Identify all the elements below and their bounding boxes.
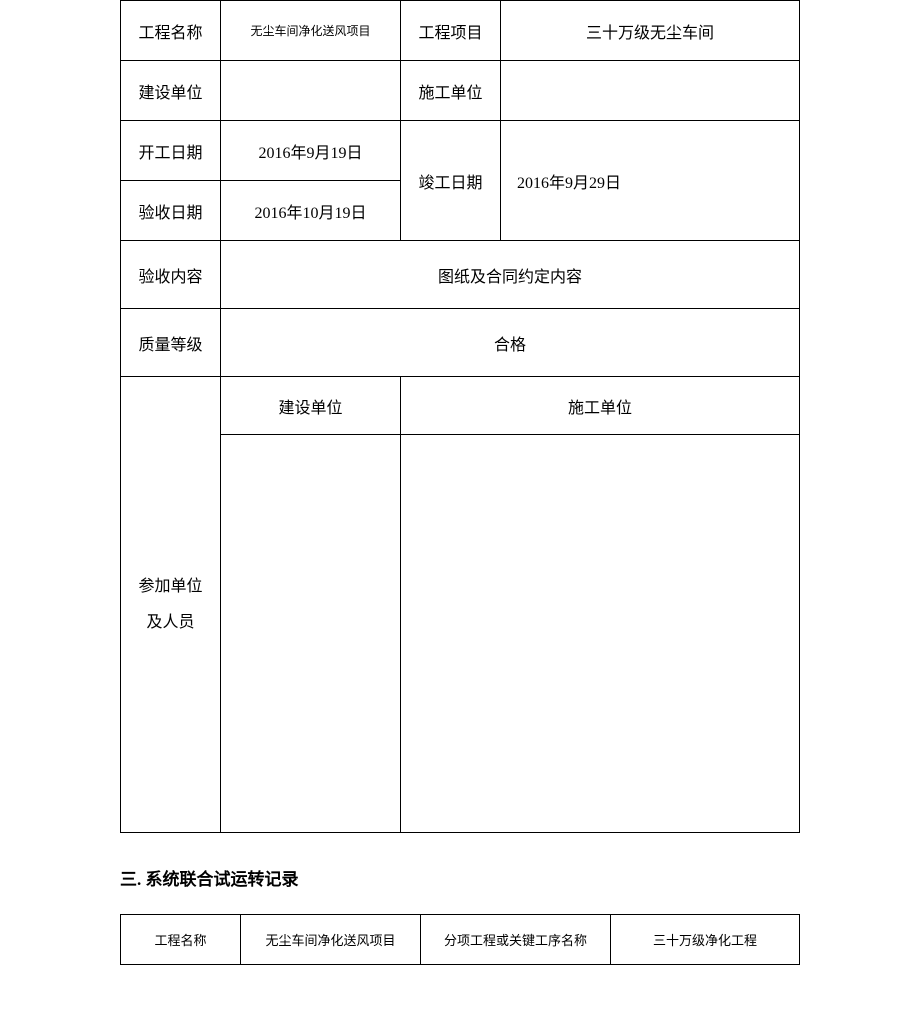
section-3-title: 三. 系统联合试运转记录	[120, 865, 800, 890]
table-row: 开工日期 2016年9月19日 竣工日期 2016年9月29日	[121, 121, 800, 181]
label-accept-date: 验收日期	[121, 195, 220, 227]
value-project-name: 无尘车间净化送风项目	[221, 18, 400, 43]
label-complete-date: 竣工日期	[401, 165, 500, 197]
value-accept-content: 图纸及合同约定内容	[221, 259, 799, 291]
participant-construct-header: 施工单位	[401, 377, 799, 434]
label-project-name: 工程名称	[121, 15, 220, 47]
value-start-date: 2016年9月19日	[221, 135, 400, 167]
table-row: 验收内容 图纸及合同约定内容	[121, 241, 800, 309]
table-row: 工程名称 无尘车间净化送风项目 分项工程或关键工序名称 三十万级净化工程	[121, 915, 800, 965]
label-participants: 参加单位 及人员	[121, 569, 220, 639]
acceptance-table: 工程名称 无尘车间净化送风项目 工程项目 三十万级无尘车间 建设单位 施工单位 …	[120, 0, 800, 833]
t2-value-subproject: 三十万级净化工程	[611, 926, 799, 953]
value-build-unit	[221, 87, 400, 95]
label-build-unit: 建设单位	[121, 75, 220, 107]
value-project-item: 三十万级无尘车间	[501, 15, 799, 47]
label-start-date: 开工日期	[121, 135, 220, 167]
table-row: 参加单位 及人员 建设单位 施工单位	[121, 377, 800, 435]
value-construct-unit	[501, 87, 799, 95]
t2-value-project-name: 无尘车间净化送风项目	[241, 926, 420, 953]
t2-label-subproject: 分项工程或关键工序名称	[421, 926, 610, 953]
participant-build-header: 建设单位	[221, 377, 400, 434]
value-complete-date: 2016年9月29日	[501, 165, 799, 197]
label-participants-line2: 及人员	[146, 605, 194, 640]
value-accept-date: 2016年10月19日	[221, 195, 400, 227]
label-accept-content: 验收内容	[121, 259, 220, 291]
table-row: 工程名称 无尘车间净化送风项目 工程项目 三十万级无尘车间	[121, 1, 800, 61]
label-project-item: 工程项目	[401, 15, 500, 47]
participant-construct-body	[401, 435, 799, 832]
system-test-record-table: 工程名称 无尘车间净化送风项目 分项工程或关键工序名称 三十万级净化工程	[120, 914, 800, 965]
table-row: 质量等级 合格	[121, 309, 800, 377]
label-participants-line1: 参加单位	[138, 569, 202, 604]
value-quality-level: 合格	[221, 327, 799, 359]
participant-build-body	[221, 435, 400, 832]
table-row	[121, 435, 800, 833]
t2-label-project-name: 工程名称	[121, 926, 240, 953]
table-row: 建设单位 施工单位	[121, 61, 800, 121]
document-container: 工程名称 无尘车间净化送风项目 工程项目 三十万级无尘车间 建设单位 施工单位 …	[0, 0, 920, 965]
label-construct-unit: 施工单位	[401, 75, 500, 107]
label-quality-level: 质量等级	[121, 327, 220, 359]
